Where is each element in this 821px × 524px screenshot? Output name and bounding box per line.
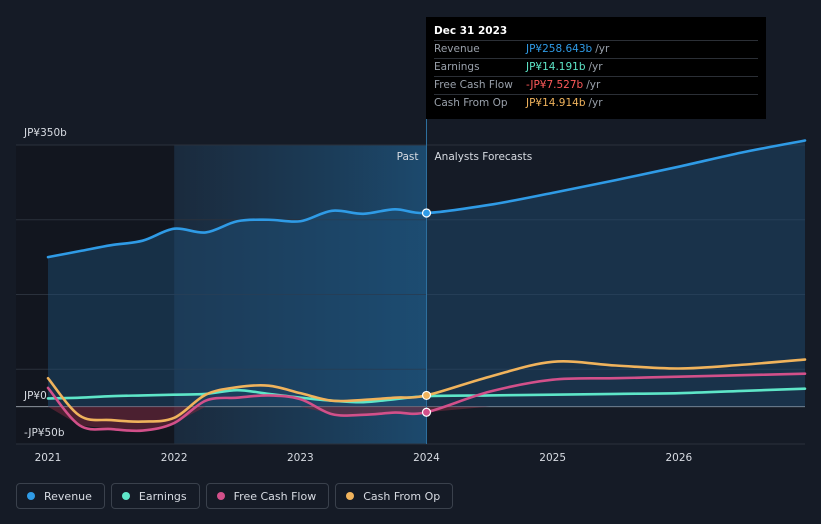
tooltip-label: Free Cash Flow [434,79,513,91]
x-tick-label: 2024 [413,452,440,464]
tooltip-unit: /yr [588,97,603,109]
cash-from-op-marker [421,390,432,401]
chart-area: Past Analysts Forecasts JP¥350b JP¥0 -JP¥50b… [16,118,807,464]
legend-item-revenue[interactable]: Revenue [16,483,105,509]
free-cash-flow-dot-icon [216,492,225,500]
tooltip-label: Earnings [434,61,480,73]
free-cash-flow-line [46,372,807,433]
legend-item-earnings[interactable]: Earnings [110,483,200,509]
x-tick-label: 2026 [665,452,692,464]
x-tick-label: 2025 [539,452,566,464]
legend-label: Earnings [138,489,187,503]
tooltip-value: JP¥14.914b [526,97,586,109]
legend-label: Free Cash Flow [233,489,317,503]
tooltip-unit: /yr [588,61,603,73]
tooltip-unit: /yr [586,79,601,91]
tooltip-panel: Dec 31 2023 Revenue JP¥258.643b /yr Earn… [426,17,766,119]
tooltip-value: JP¥14.191b [526,61,586,73]
forecast-section-label: Analysts Forecasts [435,151,533,163]
tooltip-value: -JP¥7.527b [526,79,584,91]
cash-from-op-line [46,358,807,423]
cash-from-op-dot-icon [346,492,355,500]
chart-legend: Revenue Earnings Free Cash Flow Cash Fro… [16,483,454,509]
legend-item-free-cash-flow[interactable]: Free Cash Flow [205,483,330,509]
tooltip-row-free-cash-flow: Free Cash Flow -JP¥7.527b /yr [434,76,758,94]
tooltip-unit: /yr [595,43,610,55]
y-axis-label-zero: JP¥0 [23,390,47,402]
tooltip-row-earnings: Earnings JP¥14.191b /yr [434,58,758,76]
past-section-label: Past [397,151,419,163]
tooltip-label: Revenue [434,43,480,55]
x-tick-label: 2021 [35,452,62,464]
y-axis-label-top: JP¥350b [23,127,67,139]
tooltip-row-cash-from-op: Cash From Op JP¥14.914b /yr [434,94,758,112]
revenue-line [46,139,807,259]
legend-item-cash-from-op[interactable]: Cash From Op [335,483,454,509]
y-axis-label-bottom: -JP¥50b [24,427,65,439]
tooltip-value: JP¥258.643b [526,43,593,55]
tooltip-label: Cash From Op [434,97,508,109]
free-cash-flow-marker [421,407,432,417]
tooltip-date: Dec 31 2023 [434,25,508,37]
legend-label: Cash From Op [363,489,441,503]
revenue-marker [421,208,432,218]
x-tick-label: 2022 [161,452,188,464]
tooltip-row-revenue: Revenue JP¥258.643b /yr [434,40,758,58]
x-tick-label: 2023 [287,452,314,464]
earnings-dot-icon [121,492,130,500]
legend-label: Revenue [44,489,92,503]
revenue-dot-icon [27,492,35,500]
